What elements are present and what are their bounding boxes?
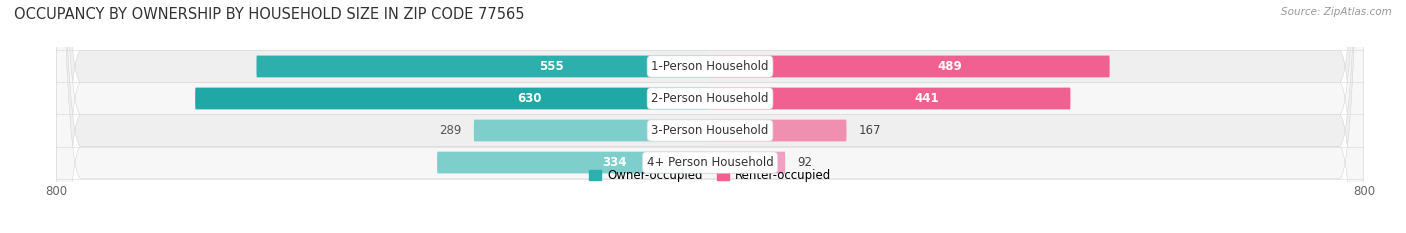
Text: 2-Person Household: 2-Person Household: [651, 92, 769, 105]
Text: OCCUPANCY BY OWNERSHIP BY HOUSEHOLD SIZE IN ZIP CODE 77565: OCCUPANCY BY OWNERSHIP BY HOUSEHOLD SIZE…: [14, 7, 524, 22]
FancyBboxPatch shape: [56, 0, 1364, 233]
Text: 92: 92: [797, 156, 813, 169]
FancyBboxPatch shape: [195, 88, 710, 109]
FancyBboxPatch shape: [56, 0, 1364, 233]
FancyBboxPatch shape: [256, 55, 710, 77]
Text: 4+ Person Household: 4+ Person Household: [647, 156, 773, 169]
Text: 167: 167: [859, 124, 882, 137]
Text: 555: 555: [538, 60, 564, 73]
Text: 489: 489: [938, 60, 962, 73]
Text: 1-Person Household: 1-Person Household: [651, 60, 769, 73]
FancyBboxPatch shape: [56, 0, 1364, 233]
FancyBboxPatch shape: [710, 152, 785, 173]
Text: Source: ZipAtlas.com: Source: ZipAtlas.com: [1281, 7, 1392, 17]
Text: 289: 289: [439, 124, 461, 137]
FancyBboxPatch shape: [710, 120, 846, 141]
Text: 630: 630: [517, 92, 543, 105]
FancyBboxPatch shape: [710, 88, 1070, 109]
Legend: Owner-occupied, Renter-occupied: Owner-occupied, Renter-occupied: [585, 164, 835, 187]
FancyBboxPatch shape: [56, 0, 1364, 233]
Text: 334: 334: [602, 156, 627, 169]
Text: 441: 441: [914, 92, 939, 105]
FancyBboxPatch shape: [710, 55, 1109, 77]
FancyBboxPatch shape: [437, 152, 710, 173]
FancyBboxPatch shape: [474, 120, 710, 141]
Text: 3-Person Household: 3-Person Household: [651, 124, 769, 137]
